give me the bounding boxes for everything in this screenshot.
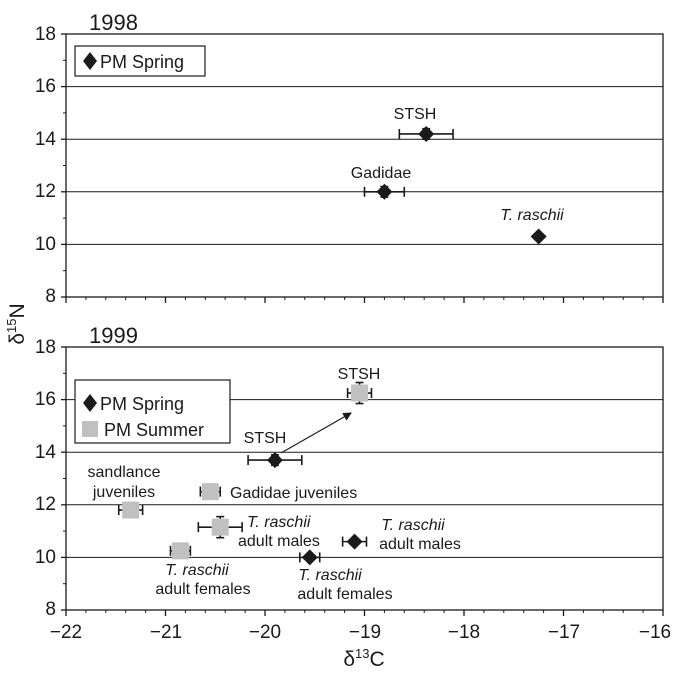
y-tick-label-14: 14 <box>35 442 57 463</box>
label-traschii-females-spring-line1: T. raschii <box>298 567 362 584</box>
point-spring-stsh <box>266 452 283 469</box>
label-sandlance-line1: sandlance <box>88 464 161 481</box>
y-ticks-1999 <box>61 346 66 611</box>
point-spring-t-raschii-adult-females <box>301 549 318 566</box>
legend-marker-spring <box>83 394 97 412</box>
legend-label-spring: PM Spring <box>100 394 184 414</box>
x-tick-label-m16: −16 <box>639 622 671 643</box>
label-traschii-males-spring-line2: adult males <box>379 536 461 553</box>
legend-marker-summer <box>82 421 98 437</box>
legend-label-spring: PM Spring <box>100 52 184 72</box>
point-spring-t-raschii-adult-males <box>346 533 363 550</box>
x-tick-label-m17: −17 <box>548 622 580 643</box>
y-tick-label-14: 14 <box>35 129 57 150</box>
x-tick-label-m19: −19 <box>349 622 381 643</box>
x-axis-title: δ13C <box>343 646 384 671</box>
label-traschii-1998: T. raschii <box>500 207 564 224</box>
y-ticks-1998 <box>61 33 66 298</box>
x-tick-label-m21: −21 <box>150 622 182 643</box>
label-stsh-spring: STSH <box>244 430 287 447</box>
y-tick-label-8: 8 <box>45 599 56 620</box>
label-gadidae-1998: Gadidae <box>351 165 412 182</box>
x-tick-label-m20: −20 <box>249 622 281 643</box>
point-summer-t-raschii-adult-males <box>211 518 229 536</box>
panel-year-1998: 1998 <box>89 10 138 35</box>
label-sandlance-line2: juveniles <box>92 484 155 501</box>
y-tick-label-18: 18 <box>35 24 56 45</box>
y-axis-title: δ15N <box>4 303 29 344</box>
gridlines-1998 <box>66 86 663 245</box>
panel-year-1999: 1999 <box>89 323 138 348</box>
label-traschii-males-summer-line1: T. raschii <box>247 514 311 531</box>
label-stsh-1998: STSH <box>394 106 437 123</box>
y-tick-label-12: 12 <box>35 181 56 202</box>
label-traschii-males-spring-line1: T. raschii <box>381 517 445 534</box>
point-spring-stsh <box>418 125 435 142</box>
y-tick-label-10: 10 <box>35 234 56 255</box>
label-traschii-females-summer-line2: adult females <box>155 581 250 598</box>
point-summer-stsh <box>351 384 369 402</box>
label-traschii-males-summer-line2: adult males <box>238 533 320 550</box>
panel-1998: 1998 8 10 12 14 16 18 PM Spring STSH Gad… <box>35 10 664 307</box>
x-ticks-1998 <box>65 297 664 303</box>
point-summer-t-raschii-adult-females <box>171 542 189 560</box>
label-stsh-summer: STSH <box>338 366 381 383</box>
label-traschii-females-summer-line1: T. raschii <box>165 562 229 579</box>
y-tick-label-18: 18 <box>35 337 56 358</box>
point-spring-t-raschii <box>530 228 547 245</box>
label-gadidae-juveniles: Gadidae juveniles <box>230 485 357 502</box>
label-traschii-females-spring-line2: adult females <box>297 586 392 603</box>
y-tick-label-16: 16 <box>35 389 56 410</box>
x-tick-label-m18: −18 <box>448 622 480 643</box>
legend-marker-spring <box>83 52 97 70</box>
y-tick-label-16: 16 <box>35 76 56 97</box>
shift-arrow <box>280 412 352 454</box>
point-summer-sandlance-juveniles <box>122 501 140 519</box>
y-tick-label-12: 12 <box>35 494 56 515</box>
panel-1999: 1999 8 10 12 14 16 18 −22 −21 −20 −19 −1… <box>35 323 671 643</box>
legend-1998: PM Spring <box>74 45 206 77</box>
data-points-1999 <box>117 381 373 566</box>
legend-box <box>74 379 231 444</box>
x-ticks-1999 <box>65 610 664 616</box>
x-tick-label-m22: −22 <box>50 622 82 643</box>
legend-1999: PM Spring PM Summer <box>74 379 231 444</box>
data-points-1998 <box>363 125 547 245</box>
legend-label-summer: PM Summer <box>104 420 204 440</box>
y-tick-label-10: 10 <box>35 547 56 568</box>
point-summer-gadidae-juveniles <box>201 483 219 501</box>
y-tick-label-8: 8 <box>45 286 56 307</box>
point-spring-gadidae <box>376 183 393 200</box>
